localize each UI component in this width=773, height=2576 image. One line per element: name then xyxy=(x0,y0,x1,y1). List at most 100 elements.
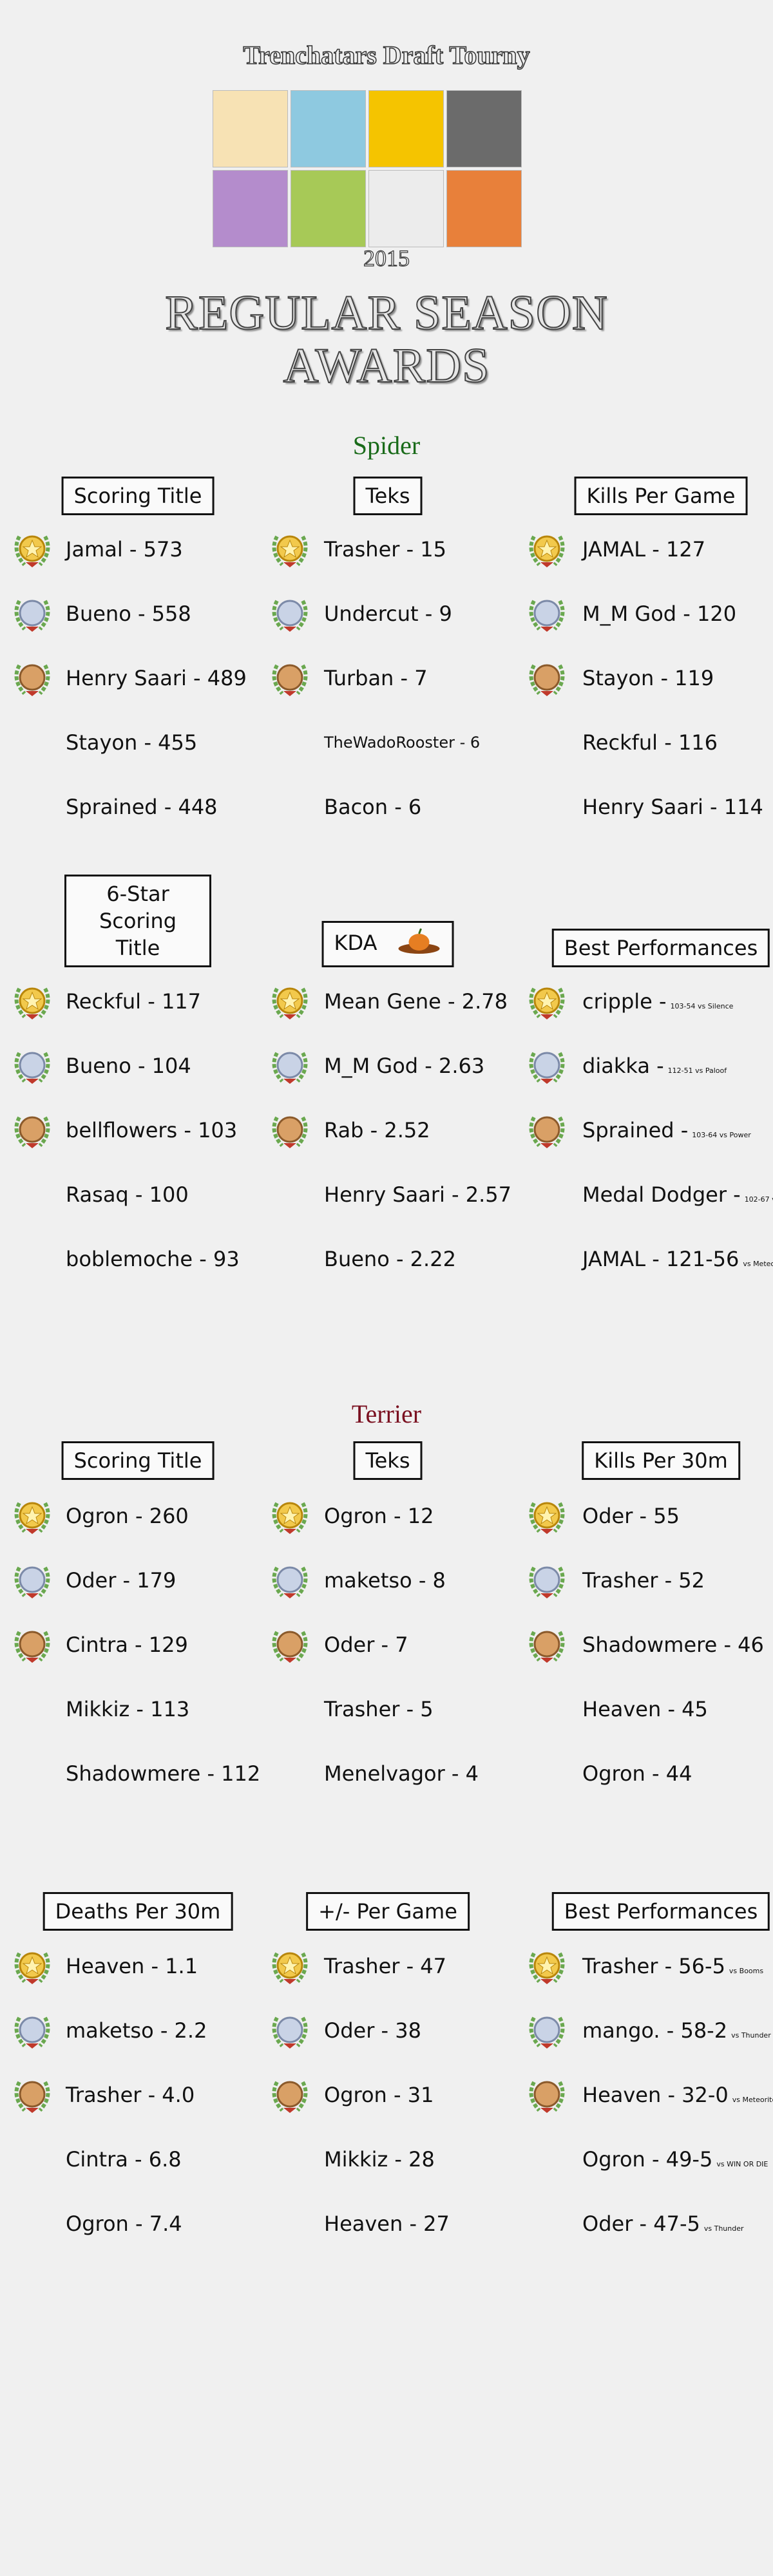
year: 2015 xyxy=(363,245,410,271)
section-title-text: Best Performances xyxy=(564,936,758,960)
award-entry: Trasher - 15 xyxy=(324,537,446,562)
award-entry: Heaven - 45 xyxy=(582,1697,708,1721)
section-title-text: Scoring Title xyxy=(73,1448,202,1473)
award-entry: maketso - 8 xyxy=(324,1568,446,1593)
entry-text: Shadowmere - 46 xyxy=(582,1633,764,1657)
award-entry: Ogron - 49-5 vs WIN OR DIE xyxy=(582,2147,768,2172)
section-title: Deaths Per 30m xyxy=(43,1892,233,1931)
award-entry: Bueno - 2.22 xyxy=(324,1247,456,1271)
award-entry: Shadowmere - 46 xyxy=(582,1633,764,1657)
division-name: Spider xyxy=(352,431,421,460)
entry-text: Heaven - 1.1 xyxy=(66,1954,198,1978)
entry-text: Ogron - 49-5 xyxy=(582,2147,713,2172)
tile xyxy=(446,170,522,247)
tile xyxy=(213,170,288,247)
section-title-text: KDA xyxy=(334,931,377,955)
tile xyxy=(368,170,444,247)
award-entry: M_M God - 120 xyxy=(582,601,736,626)
award-entry: Ogron - 7.4 xyxy=(66,2211,182,2236)
medal-icon xyxy=(525,1623,569,1667)
medal-icon xyxy=(10,1944,54,1988)
entry-text: Bueno - 2.22 xyxy=(324,1247,456,1271)
entry-text: Oder - 38 xyxy=(324,2018,421,2043)
award-entry: cripple -103-54 vs Silence xyxy=(582,989,733,1014)
section-title: Teks xyxy=(353,1441,423,1480)
entry-text: Heaven - 45 xyxy=(582,1697,708,1721)
entry-note: vs Meteorite xyxy=(732,2096,773,2104)
entry-text: maketso - 8 xyxy=(324,1568,446,1593)
award-entry: maketso - 2.2 xyxy=(66,2018,207,2043)
entry-text: cripple - xyxy=(582,989,667,1014)
section-title: Kills Per Game xyxy=(574,477,748,515)
award-entry: Menelvagor - 4 xyxy=(324,1761,479,1786)
award-entry: Oder - 179 xyxy=(66,1568,176,1593)
entry-text: Ogron - 44 xyxy=(582,1761,692,1786)
tile xyxy=(291,170,366,247)
entry-note: vs WIN OR DIE xyxy=(716,2160,768,2168)
entry-text: Cintra - 129 xyxy=(66,1633,188,1657)
entry-text: Heaven - 32-0 xyxy=(582,2083,729,2107)
award-entry: Ogron - 44 xyxy=(582,1761,692,1786)
logo-tiles xyxy=(213,90,522,247)
entry-text: M_M God - 120 xyxy=(582,601,737,626)
entry-text: Trasher - 47 xyxy=(324,1954,447,1978)
award-entry: Trasher - 5 xyxy=(324,1697,434,1721)
section-title: Scoring Title xyxy=(61,1441,215,1480)
section-title-text: Best Performances xyxy=(564,1899,758,1924)
entry-text: Ogron - 12 xyxy=(324,1504,434,1528)
section-title-text: Teks xyxy=(365,484,410,508)
pumpkin-icon xyxy=(396,927,441,961)
award-entry: Cintra - 129 xyxy=(66,1633,188,1657)
entry-text: Mikkiz - 28 xyxy=(324,2147,435,2172)
entry-text: Oder - 55 xyxy=(582,1504,680,1528)
entry-text: maketso - 2.2 xyxy=(66,2018,207,2043)
medal-icon xyxy=(268,1044,312,1088)
medal-icon xyxy=(10,1044,54,1088)
award-entry: Stayon - 455 xyxy=(66,730,197,755)
award-entry: Reckful - 117 xyxy=(66,989,201,1014)
award-entry: Oder - 55 xyxy=(582,1504,680,1528)
award-entry: diakka -112-51 vs Paloof xyxy=(582,1054,727,1078)
section-title-text: +/- Per Game xyxy=(318,1899,457,1924)
entry-text: JAMAL - 121-56 xyxy=(582,1247,740,1271)
award-entry: Shadowmere - 112 xyxy=(66,1761,260,1786)
award-entry: Jamal - 573 xyxy=(66,537,183,562)
medal-icon xyxy=(10,656,54,700)
entry-text: Henry Saari - 114 xyxy=(582,795,763,819)
medal-icon xyxy=(10,2073,54,2117)
award-entry: Turban - 7 xyxy=(324,666,428,690)
entry-text: Reckful - 117 xyxy=(66,989,202,1014)
medal-icon xyxy=(10,527,54,571)
entry-note: 112-51 vs Paloof xyxy=(667,1066,727,1075)
award-entry: Mean Gene - 2.78 xyxy=(324,989,508,1014)
medal-icon xyxy=(10,1558,54,1602)
tile xyxy=(446,90,522,167)
division-name: Terrier xyxy=(351,1399,422,1428)
award-entry: Heaven - 27 xyxy=(324,2211,450,2236)
award-entry: Oder - 47-5 vs Thunder xyxy=(582,2211,744,2236)
entry-text: Medal Dodger - xyxy=(582,1182,741,1207)
entry-text: Turban - 7 xyxy=(324,666,428,690)
medal-icon xyxy=(10,592,54,636)
medal-icon xyxy=(525,527,569,571)
medal-icon xyxy=(10,1494,54,1538)
entry-text: Trasher - 5 xyxy=(324,1697,434,1721)
entry-note: vs Thunder xyxy=(731,2031,771,2040)
entry-note: 103-54 vs Silence xyxy=(670,1002,734,1010)
tile xyxy=(291,90,366,167)
medal-icon xyxy=(268,1944,312,1988)
entry-text: Ogron - 31 xyxy=(324,2083,434,2107)
section-title-text: 6-Star Scoring Title xyxy=(99,882,177,960)
award-entry: Henry Saari - 2.57 xyxy=(324,1182,511,1207)
entry-text: Bueno - 104 xyxy=(66,1054,191,1078)
award-entry: Trasher - 52 xyxy=(582,1568,705,1593)
medal-icon xyxy=(525,1494,569,1538)
award-entry: boblemoche - 93 xyxy=(66,1247,240,1271)
medal-icon xyxy=(10,2009,54,2052)
award-entry: Undercut - 9 xyxy=(324,601,452,626)
entry-text: Henry Saari - 2.57 xyxy=(324,1182,512,1207)
award-entry: Sprained - 448 xyxy=(66,795,218,819)
medal-icon xyxy=(525,656,569,700)
medal-icon xyxy=(268,1494,312,1538)
